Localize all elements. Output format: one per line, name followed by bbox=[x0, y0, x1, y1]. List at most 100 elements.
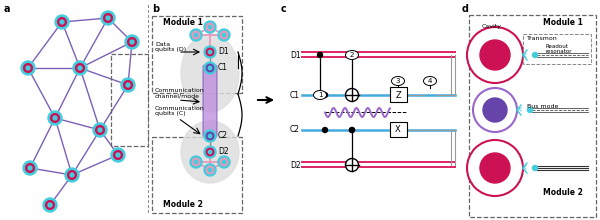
Circle shape bbox=[349, 128, 355, 132]
Circle shape bbox=[346, 88, 359, 101]
Circle shape bbox=[206, 48, 214, 56]
Circle shape bbox=[50, 114, 59, 122]
Circle shape bbox=[349, 53, 355, 57]
Text: Module 1: Module 1 bbox=[543, 18, 583, 27]
Text: D2: D2 bbox=[290, 161, 301, 169]
Circle shape bbox=[128, 38, 136, 46]
Text: a: a bbox=[4, 4, 11, 14]
Circle shape bbox=[111, 148, 125, 162]
Circle shape bbox=[349, 128, 355, 132]
Circle shape bbox=[46, 201, 55, 209]
Circle shape bbox=[130, 40, 134, 44]
Circle shape bbox=[55, 15, 69, 29]
Circle shape bbox=[21, 61, 35, 75]
Text: D1: D1 bbox=[290, 51, 301, 59]
Text: D2: D2 bbox=[218, 147, 229, 156]
Text: channel/mode: channel/mode bbox=[155, 93, 200, 98]
Circle shape bbox=[58, 18, 67, 26]
Circle shape bbox=[194, 33, 197, 37]
Circle shape bbox=[53, 116, 57, 120]
Circle shape bbox=[26, 66, 30, 70]
Circle shape bbox=[48, 203, 52, 207]
Text: 3: 3 bbox=[396, 78, 400, 84]
Text: Data: Data bbox=[155, 42, 170, 47]
Circle shape bbox=[70, 173, 74, 177]
FancyBboxPatch shape bbox=[203, 65, 217, 137]
Circle shape bbox=[206, 132, 214, 140]
Circle shape bbox=[65, 168, 79, 182]
Text: 2: 2 bbox=[350, 52, 354, 58]
Circle shape bbox=[28, 166, 32, 170]
Circle shape bbox=[483, 98, 507, 122]
Circle shape bbox=[208, 134, 212, 138]
Text: Module 2: Module 2 bbox=[163, 200, 203, 209]
Text: 1: 1 bbox=[318, 92, 322, 98]
Text: c: c bbox=[281, 4, 287, 14]
Circle shape bbox=[208, 50, 212, 54]
Text: Module 1: Module 1 bbox=[163, 18, 203, 27]
Text: ×: × bbox=[521, 51, 527, 61]
Text: Communication: Communication bbox=[155, 106, 205, 111]
Ellipse shape bbox=[346, 51, 359, 59]
Circle shape bbox=[204, 46, 216, 58]
Circle shape bbox=[23, 64, 32, 72]
Text: Module 2: Module 2 bbox=[543, 188, 583, 197]
Circle shape bbox=[323, 128, 328, 132]
Circle shape bbox=[204, 21, 216, 33]
Text: Readout: Readout bbox=[546, 44, 569, 49]
Circle shape bbox=[190, 29, 202, 41]
Text: Transmon: Transmon bbox=[527, 36, 558, 41]
Circle shape bbox=[194, 160, 197, 164]
Circle shape bbox=[48, 111, 62, 125]
Circle shape bbox=[192, 158, 200, 166]
Circle shape bbox=[126, 83, 130, 87]
Circle shape bbox=[204, 164, 216, 176]
Text: Bus mode: Bus mode bbox=[527, 104, 559, 109]
Circle shape bbox=[208, 168, 212, 172]
Text: 4: 4 bbox=[428, 78, 432, 84]
Circle shape bbox=[206, 148, 214, 156]
Circle shape bbox=[106, 16, 110, 20]
Text: qubits (C): qubits (C) bbox=[155, 111, 185, 116]
Ellipse shape bbox=[314, 90, 326, 99]
Ellipse shape bbox=[181, 121, 239, 183]
Circle shape bbox=[527, 108, 533, 112]
Circle shape bbox=[104, 14, 112, 22]
Circle shape bbox=[533, 53, 538, 57]
Circle shape bbox=[208, 25, 212, 29]
Circle shape bbox=[206, 64, 214, 72]
Text: resonator: resonator bbox=[546, 49, 572, 54]
Circle shape bbox=[98, 128, 102, 132]
Circle shape bbox=[223, 160, 226, 164]
Circle shape bbox=[206, 166, 214, 174]
Circle shape bbox=[26, 164, 34, 172]
Text: ×: × bbox=[521, 163, 527, 172]
Circle shape bbox=[116, 153, 120, 157]
Text: Z: Z bbox=[395, 90, 401, 99]
Text: C1: C1 bbox=[218, 64, 228, 73]
Text: D1: D1 bbox=[218, 48, 229, 57]
Circle shape bbox=[78, 66, 82, 70]
Circle shape bbox=[113, 151, 122, 159]
Text: C2: C2 bbox=[290, 125, 300, 134]
Circle shape bbox=[23, 161, 37, 175]
FancyBboxPatch shape bbox=[389, 123, 407, 138]
Circle shape bbox=[218, 29, 230, 41]
Circle shape bbox=[95, 126, 104, 134]
Circle shape bbox=[76, 64, 85, 72]
Circle shape bbox=[218, 156, 230, 168]
Circle shape bbox=[121, 78, 135, 92]
Circle shape bbox=[60, 20, 64, 24]
Text: qubits (D): qubits (D) bbox=[155, 47, 186, 52]
Circle shape bbox=[124, 81, 133, 89]
Circle shape bbox=[317, 53, 323, 57]
Circle shape bbox=[223, 33, 226, 37]
Text: C1: C1 bbox=[290, 90, 300, 99]
Circle shape bbox=[101, 11, 115, 25]
Circle shape bbox=[346, 158, 359, 172]
Circle shape bbox=[323, 92, 328, 97]
Circle shape bbox=[473, 88, 517, 132]
Circle shape bbox=[206, 23, 214, 31]
Circle shape bbox=[93, 123, 107, 137]
Circle shape bbox=[68, 171, 76, 179]
